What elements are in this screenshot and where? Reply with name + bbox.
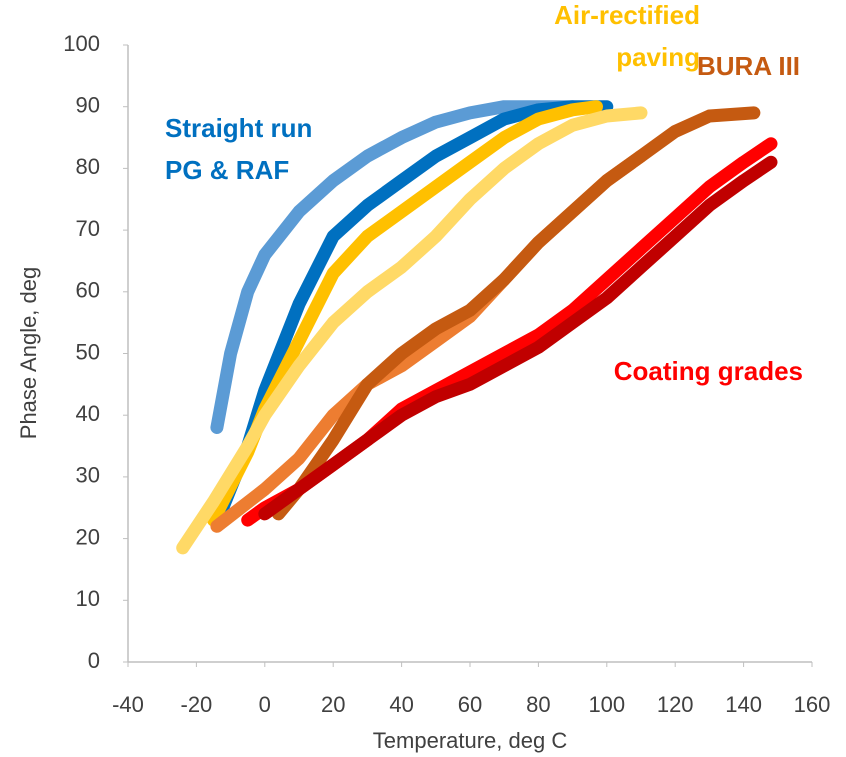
series-line — [210, 100, 580, 434]
x-tick-label: 140 — [725, 692, 762, 717]
annotation: paving — [616, 42, 700, 72]
y-tick-label: 100 — [63, 31, 100, 56]
x-tick-label: 120 — [657, 692, 694, 717]
y-tick-label: 60 — [76, 278, 100, 303]
annotation: BURA III — [697, 51, 800, 81]
y-tick-label: 40 — [76, 401, 100, 426]
y-tick-label: 20 — [76, 524, 100, 549]
x-tick-label: 160 — [794, 692, 831, 717]
x-tick-label: -20 — [181, 692, 213, 717]
series-line — [272, 106, 761, 521]
annotation: Straight run — [165, 113, 312, 143]
x-tick-label: -40 — [112, 692, 144, 717]
y-tick-label: 0 — [88, 648, 100, 673]
y-tick-label: 50 — [76, 339, 100, 364]
series-line — [176, 106, 648, 555]
x-tick-label: 0 — [259, 692, 271, 717]
annotation: Coating grades — [614, 356, 803, 386]
y-tick-label: 70 — [76, 216, 100, 241]
y-tick-label: 10 — [76, 586, 100, 611]
x-tick-label: 20 — [321, 692, 345, 717]
y-tick-label: 80 — [76, 154, 100, 179]
x-tick-label: 60 — [458, 692, 482, 717]
y-tick-label: 90 — [76, 93, 100, 118]
x-axis-title: Temperature, deg C — [373, 728, 568, 753]
x-tick-label: 40 — [389, 692, 413, 717]
y-tick-label: 30 — [76, 463, 100, 488]
annotation: PG & RAF — [165, 155, 289, 185]
y-axis-title: Phase Angle, deg — [16, 267, 41, 439]
annotation: Air-rectified — [554, 0, 700, 30]
x-tick-label: 80 — [526, 692, 550, 717]
series-line — [258, 155, 778, 521]
series-line — [213, 100, 614, 521]
x-tick-label: 100 — [588, 692, 625, 717]
